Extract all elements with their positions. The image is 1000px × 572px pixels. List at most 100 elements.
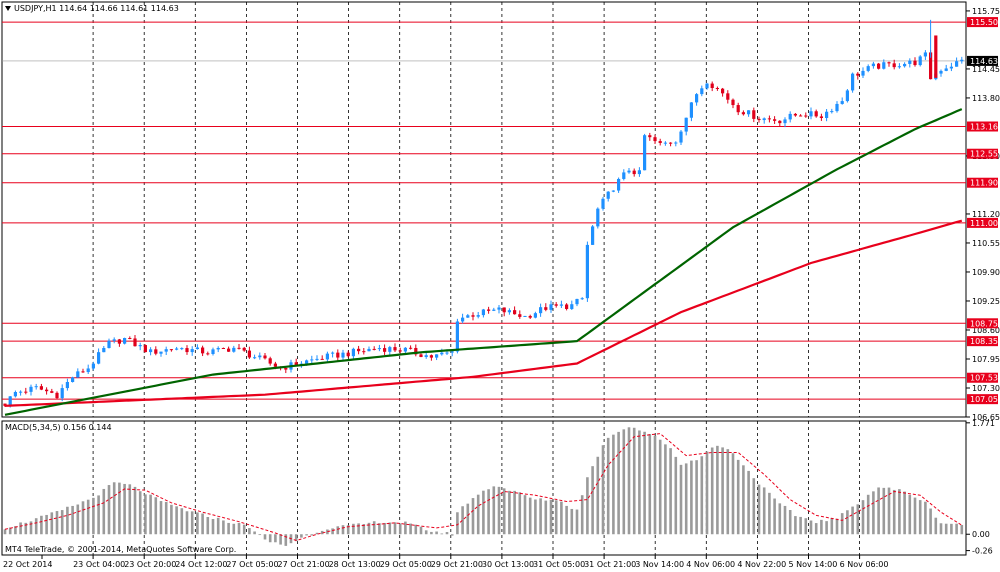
macd-bar: [430, 531, 433, 535]
candle-body: [232, 347, 236, 352]
candle-body: [372, 348, 376, 350]
candle-body: [149, 349, 153, 353]
candle-body: [544, 307, 548, 310]
macd-y-axis: 1.771 0.00 -0.26: [966, 419, 995, 556]
candle-body: [741, 112, 745, 115]
candle-body: [263, 355, 267, 359]
candle-body: [674, 142, 678, 144]
macd-bar: [835, 518, 839, 535]
macd-bar: [653, 435, 657, 535]
macd-bar: [29, 521, 33, 535]
price-level-label: 115.50: [970, 18, 998, 27]
candle-body: [762, 118, 766, 121]
candle-body: [539, 307, 543, 314]
candle-body: [154, 349, 158, 354]
candle-body: [65, 381, 69, 389]
price-level-label: 107.53: [970, 374, 998, 383]
macd-bar: [658, 439, 662, 535]
macd-bar: [159, 501, 163, 535]
x-tick-label: 31 Oct 05:00: [533, 560, 585, 569]
price-level-label-bg: [967, 177, 998, 188]
macd-bar: [924, 501, 927, 535]
macd-bar: [471, 498, 475, 535]
candle-body: [429, 355, 433, 358]
candle-body: [778, 120, 782, 124]
macd-bar: [378, 523, 381, 535]
candle-body: [835, 103, 839, 112]
candle-body: [632, 170, 636, 175]
candle-body: [700, 88, 704, 95]
macd-bar: [721, 447, 724, 535]
macd-y-tick-label: 0.00: [972, 530, 990, 539]
macd-bar: [482, 490, 485, 535]
macd-bar: [580, 495, 584, 535]
macd-bar: [877, 487, 880, 535]
candle-body: [362, 351, 366, 353]
candle-body: [455, 321, 459, 352]
candle-body: [164, 349, 168, 352]
candle-body: [601, 198, 605, 209]
candle-body: [757, 118, 761, 121]
macd-bar: [497, 486, 501, 535]
candle-body: [773, 119, 777, 121]
macd-bar: [627, 427, 631, 535]
y-tick-label: 106.65: [972, 413, 1000, 422]
candle-body: [320, 358, 324, 360]
macd-bar: [783, 505, 787, 535]
macd-bar: [549, 499, 553, 535]
candle-body: [845, 90, 849, 102]
macd-bar: [825, 521, 828, 535]
macd-bar: [778, 503, 782, 535]
candle-body: [419, 354, 423, 358]
candle-body: [689, 102, 693, 118]
candle-body: [715, 87, 719, 89]
macd-y-tick-label: 1.771: [972, 419, 995, 428]
candle-body: [752, 110, 756, 119]
macd-bar: [669, 448, 672, 535]
candle-body: [377, 348, 381, 350]
candle-body: [195, 347, 199, 350]
candle-body: [809, 111, 813, 117]
candle-body: [939, 70, 943, 74]
candle-body: [710, 83, 714, 88]
macd-bar: [456, 512, 459, 535]
macd-bar: [196, 512, 199, 535]
candle-body: [435, 354, 439, 358]
macd-bar: [201, 513, 204, 535]
macd-bar: [367, 522, 371, 535]
candle-body: [351, 348, 355, 357]
candle-body: [554, 304, 558, 306]
candle-body: [523, 315, 527, 317]
macd-bar: [788, 509, 792, 535]
macd-bar: [846, 510, 849, 535]
macd-bar: [190, 511, 194, 535]
macd-bar: [612, 434, 615, 535]
candle-body: [97, 352, 101, 364]
candle-body: [877, 63, 881, 69]
macd-bar: [8, 527, 12, 535]
candle-body: [258, 355, 262, 358]
macd-bar: [154, 497, 158, 535]
candle-body: [294, 362, 298, 366]
macd-bar: [710, 447, 714, 535]
candle-body: [695, 94, 699, 103]
macd-bar: [679, 464, 683, 535]
chart-menu-icon[interactable]: [5, 6, 11, 11]
x-tick-label: 4 Nov 06:00: [686, 560, 735, 569]
candle-body: [180, 348, 184, 350]
candle-body: [617, 178, 621, 191]
candle-body: [310, 359, 314, 361]
macd-bar: [170, 504, 173, 535]
macd-bar: [107, 485, 111, 535]
macd-bar: [71, 505, 74, 535]
price-candles: [3, 19, 964, 408]
price-level-label-bg: [967, 17, 998, 28]
macd-bar: [346, 525, 350, 535]
candle-body: [440, 352, 444, 355]
candle-body: [856, 73, 860, 76]
candle-body: [923, 52, 927, 57]
macd-y-tick-label: -0.26: [972, 547, 993, 556]
candle-body: [19, 391, 23, 393]
macd-bar: [887, 487, 891, 535]
